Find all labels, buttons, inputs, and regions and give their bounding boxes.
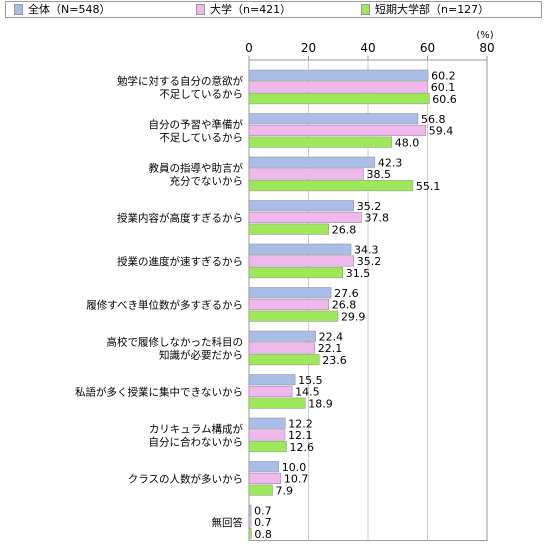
data-label: 60.1	[431, 81, 456, 94]
category-label: 不足しているから	[159, 88, 243, 100]
data-label: 22.4	[319, 331, 344, 344]
data-label: 7.9	[276, 484, 294, 497]
bar	[248, 81, 429, 93]
category-label: 高校で履修しなかった科目の	[107, 335, 244, 348]
category-label: 充分でないから	[170, 174, 244, 187]
category-label: 勉学に対する自分の意欲が	[117, 74, 243, 87]
legend-item-university: 大学（n=421）	[196, 3, 291, 17]
data-label: 35.2	[357, 200, 382, 213]
bar	[248, 385, 293, 397]
category-label: カリキュラム構成が	[149, 422, 244, 435]
x-tick-label: 0	[245, 41, 253, 55]
data-label: 56.8	[421, 113, 446, 126]
bar	[248, 180, 414, 192]
legend: 全体（N=548） 大学（n=421） 短期大学部（n=127）	[5, 1, 542, 18]
bar	[248, 472, 282, 484]
legend-label-junior-college: 短期大学部（n=127）	[375, 3, 490, 16]
legend-swatch-university	[196, 4, 205, 15]
bar	[248, 374, 296, 386]
data-label: 18.9	[308, 397, 333, 410]
legend-label-university: 大学（n=421）	[210, 3, 292, 16]
bar	[248, 441, 287, 453]
data-label: 48.0	[395, 136, 420, 149]
bar	[248, 267, 343, 279]
bar	[248, 211, 362, 223]
bar	[248, 168, 364, 180]
data-label: 34.3	[354, 244, 379, 257]
bar	[248, 516, 252, 528]
bar	[248, 397, 306, 409]
bar	[248, 298, 329, 310]
x-tick-label: 80	[479, 41, 494, 55]
data-label: 27.6	[334, 287, 359, 300]
data-label: 0.8	[254, 528, 272, 541]
bar	[248, 484, 273, 496]
category-label: 授業の進度が速すぎるから	[117, 255, 243, 268]
category-label: 無回答	[212, 516, 244, 529]
bar	[248, 310, 339, 322]
data-label: 15.5	[298, 374, 323, 387]
bar	[248, 504, 252, 516]
bar	[248, 287, 332, 299]
bar	[248, 223, 329, 235]
data-label: 60.2	[431, 70, 456, 83]
category-label: 不足しているから	[159, 132, 243, 144]
legend-swatch-junior-college	[361, 4, 370, 15]
category-label: クラスの人数が多いから	[128, 472, 243, 485]
data-label: 55.1	[416, 180, 441, 193]
bar	[248, 200, 354, 212]
data-label: 29.9	[341, 310, 366, 323]
data-label: 23.6	[322, 354, 347, 367]
data-label: 12.2	[288, 418, 313, 431]
category-label: 自分に合わないから	[149, 435, 244, 448]
data-label: 0.7	[254, 516, 272, 529]
bar	[248, 342, 315, 354]
bar	[248, 417, 286, 429]
data-label: 12.1	[288, 429, 313, 442]
data-label: 37.8	[364, 212, 389, 225]
x-tick-label: 60	[420, 41, 435, 55]
category-label: 私語が多く授業に集中できないから	[75, 385, 243, 398]
category-label: 教員の指導や助言が	[149, 161, 244, 174]
bar	[248, 93, 430, 105]
data-label: 14.5	[295, 386, 320, 399]
category-label: 授業内容が高度すぎるから	[117, 211, 243, 224]
data-label: 10.7	[284, 473, 309, 486]
legend-label-all: 全体（N=548）	[28, 3, 111, 16]
category-label: 自分の予習や準備が	[149, 118, 244, 131]
bar	[248, 136, 393, 148]
bar	[248, 330, 316, 342]
bar	[248, 354, 320, 366]
data-label: 0.7	[254, 505, 272, 518]
data-label: 12.6	[289, 441, 314, 454]
bar	[248, 243, 352, 255]
bar	[248, 528, 252, 540]
bar	[248, 461, 279, 473]
category-label: 履修すべき単位数が多すぎるから	[86, 298, 243, 311]
data-label: 10.0	[282, 461, 307, 474]
legend-swatch-all	[14, 4, 23, 15]
data-label: 35.2	[357, 255, 382, 268]
legend-item-all: 全体（N=548）	[14, 3, 110, 17]
data-label: 31.5	[346, 267, 371, 280]
legend-item-junior-college: 短期大学部（n=127）	[361, 3, 489, 17]
x-tick-label: 40	[360, 41, 375, 55]
bar	[248, 124, 426, 136]
x-tick-label: 20	[301, 41, 316, 55]
data-label: 60.6	[432, 93, 457, 106]
bar	[248, 156, 376, 168]
bar	[248, 69, 429, 81]
data-label: 26.8	[332, 223, 357, 236]
data-label: 22.1	[318, 342, 343, 355]
data-label: 42.3	[378, 157, 403, 170]
category-label: 知識が必要だから	[159, 348, 243, 361]
unit-label: (%)	[476, 30, 493, 41]
bar	[248, 113, 419, 125]
data-label: 38.5	[367, 168, 392, 181]
bar	[248, 255, 354, 267]
bar	[248, 429, 286, 441]
data-label: 26.8	[332, 299, 357, 312]
data-label: 59.4	[429, 125, 454, 138]
